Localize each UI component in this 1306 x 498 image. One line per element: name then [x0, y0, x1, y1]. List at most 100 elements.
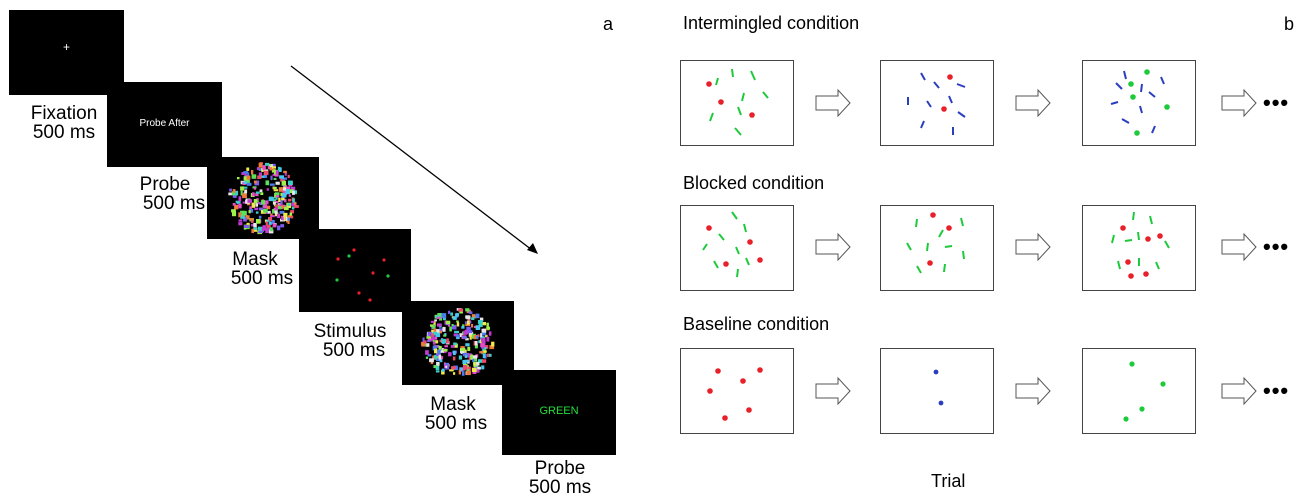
mask-dot	[284, 206, 289, 211]
mask-dot	[439, 339, 443, 343]
mask-dot	[463, 365, 468, 370]
trial-axis-label: Trial	[931, 471, 966, 491]
mask-dot	[231, 209, 236, 213]
mask-dot	[467, 346, 471, 351]
mask-dot	[253, 180, 257, 184]
mask-dot	[455, 313, 459, 317]
mask-dot	[243, 171, 249, 174]
mask-dot	[433, 321, 436, 327]
mask-dot	[251, 219, 254, 223]
intermingled-trial-1-items	[706, 68, 769, 136]
mask-dot	[266, 205, 271, 210]
mask-dot	[437, 313, 443, 318]
mask-dot	[465, 308, 470, 312]
mask-dot	[432, 345, 437, 351]
mask-dot	[462, 360, 467, 365]
baseline-trial-3	[1082, 348, 1196, 434]
baseline-trial-1-items	[707, 367, 763, 421]
mask-dot	[290, 210, 294, 214]
mask-label-1-name: Mask	[232, 249, 278, 270]
mask-dot	[468, 357, 472, 361]
mask-dot	[280, 218, 285, 222]
mask-dot	[271, 219, 275, 224]
mask-dot	[462, 352, 466, 357]
mask-dot	[441, 368, 445, 372]
mask-dot	[253, 227, 257, 230]
mask-dot	[256, 167, 260, 171]
mask-dot	[439, 317, 443, 321]
mask-dot	[481, 322, 486, 326]
mask-dot	[269, 167, 274, 171]
mask-dot	[258, 162, 263, 168]
mask-dot	[448, 352, 452, 357]
mask-dot	[291, 202, 295, 207]
mask-dot	[244, 224, 249, 228]
mask-dot	[452, 345, 458, 348]
mask-dot	[480, 343, 485, 348]
mask-dot	[464, 359, 469, 363]
arrow-right-icon	[1221, 232, 1257, 262]
mask-dot	[282, 193, 287, 198]
mask-dot	[442, 326, 446, 332]
mask-dot	[284, 198, 287, 203]
mask-dot	[481, 328, 487, 333]
mask-dot	[268, 164, 272, 167]
mask-dot	[251, 203, 255, 208]
mask-dot	[238, 196, 242, 202]
mask-dot	[281, 215, 286, 220]
mask-dot	[431, 333, 434, 337]
mask-dot	[258, 207, 263, 211]
mask-dot	[272, 209, 277, 214]
mask-dot	[290, 186, 296, 192]
mask-dot	[255, 203, 258, 207]
baseline-trial-2-items	[933, 369, 944, 406]
mask-dot	[263, 170, 269, 176]
mask-dot	[438, 330, 442, 334]
blocked-trial-3	[1082, 205, 1196, 291]
mask-dot	[478, 323, 482, 326]
stimulus-label: Stimulus 500 ms	[300, 322, 400, 360]
mask-dot	[472, 357, 478, 362]
mask-dot	[238, 222, 243, 226]
mask-dot	[425, 350, 429, 355]
stimulus-dot	[357, 291, 361, 295]
mask-label-1-duration: 500 ms	[230, 268, 294, 289]
mask-dot	[232, 211, 237, 217]
mask-dot	[454, 330, 459, 334]
mask-dot	[240, 214, 245, 219]
mask-dot	[243, 216, 247, 222]
mask-dot	[466, 326, 471, 331]
stimulus-dot	[386, 274, 390, 278]
probe-screen: Probe After	[107, 82, 222, 167]
mask-dot	[245, 199, 250, 204]
mask-dot	[480, 333, 483, 338]
mask-dot	[259, 189, 263, 193]
intermingled-trial-3	[1082, 60, 1196, 146]
answer-probe-label-name: Probe	[534, 458, 586, 479]
mask-dot	[482, 354, 486, 359]
intermingled-trial-2	[880, 60, 994, 146]
blocked-trial-2	[880, 205, 994, 291]
mask-dot	[430, 320, 435, 323]
mask-dot	[435, 340, 439, 344]
mask-dot	[449, 326, 452, 332]
mask-dot	[272, 163, 276, 167]
mask-dot	[269, 229, 274, 234]
mask-dot	[283, 216, 286, 221]
fixation-screen: +	[9, 10, 124, 95]
mask-dot	[456, 320, 459, 323]
mask-dot	[264, 200, 269, 205]
mask-dot	[269, 183, 275, 186]
mask-dot	[428, 338, 432, 341]
mask-dot	[275, 170, 279, 175]
mask-dot	[243, 186, 248, 189]
arrow-right-icon	[815, 232, 851, 262]
mask-dot	[432, 355, 436, 360]
mask-dot	[246, 175, 251, 180]
mask-dot	[243, 181, 247, 184]
mask-dot	[268, 196, 274, 202]
mask-dot	[476, 369, 480, 373]
mask-dot	[255, 193, 259, 197]
blocked-trial-2-items	[906, 212, 965, 274]
mask-dot	[484, 347, 487, 350]
